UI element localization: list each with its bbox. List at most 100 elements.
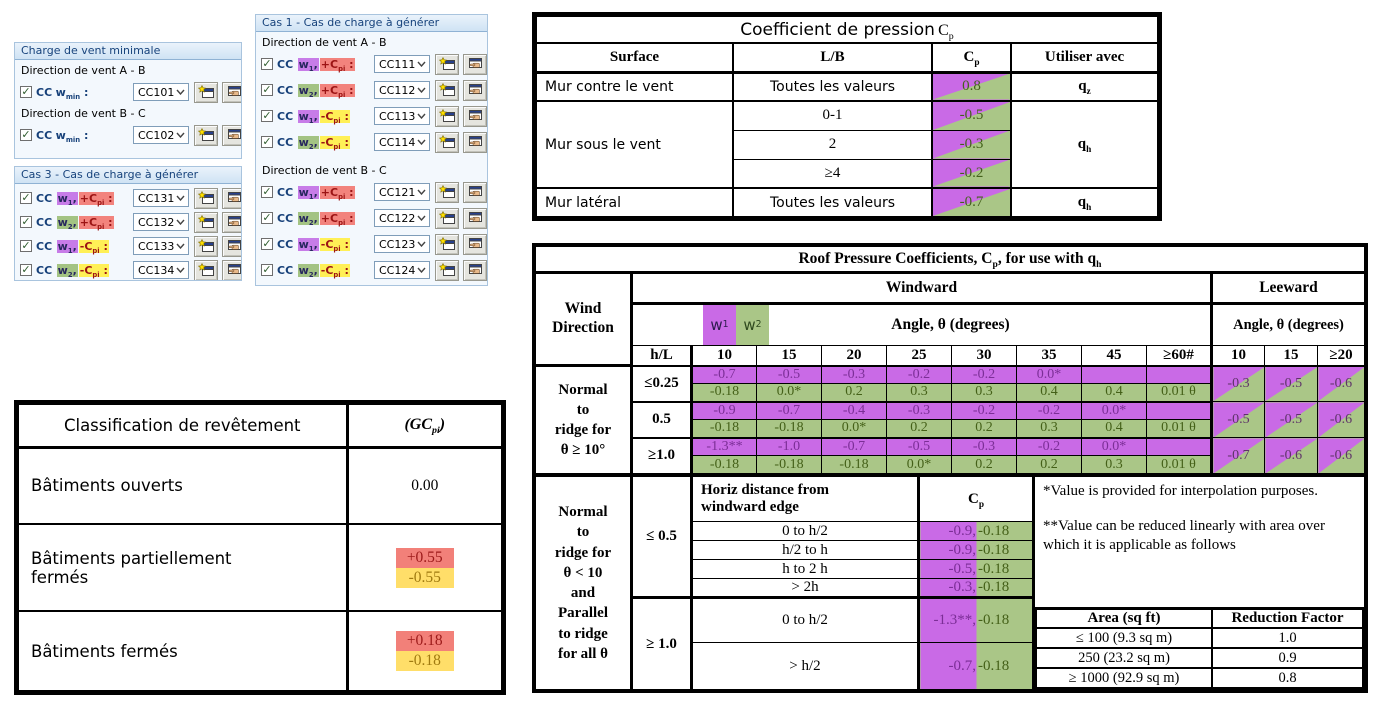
new-load-case-button[interactable] (435, 207, 459, 229)
edit-load-case-button[interactable] (463, 79, 487, 101)
edit-load-case-button[interactable] (463, 259, 487, 281)
lb-header: L/B (732, 42, 933, 74)
new-load-case-button[interactable] (435, 233, 459, 255)
load-case-checkbox[interactable]: ✓ (20, 239, 32, 252)
edit-load-case-button[interactable] (222, 235, 241, 257)
edit-load-case-button[interactable] (463, 105, 487, 127)
new-load-case-button[interactable] (194, 124, 218, 146)
load-case-checkbox[interactable]: ✓ (261, 185, 273, 198)
wind-direction-label: Direction de vent B - C (21, 107, 146, 120)
load-case-label: CC w2, -Cpi : (277, 263, 350, 279)
gcpi-value-cell: +0.18 -0.18 (346, 610, 503, 692)
edit-load-case-button[interactable] (463, 53, 487, 75)
load-case-checkbox[interactable]: ✓ (261, 237, 273, 250)
classification-header: Classification de revêtement (17, 403, 348, 449)
edit-load-case-button[interactable] (222, 81, 241, 103)
cp-value-cell: -1.3**, -0.18 (918, 596, 1035, 643)
edit-load-case-button[interactable] (463, 131, 487, 153)
leeward-coefficient-cell: -0.7 (1210, 437, 1265, 474)
wind-direction-label: Direction de vent A - B (21, 64, 146, 77)
angle-tick: 15 (1264, 345, 1318, 367)
plus-chip: +Cpi : (78, 215, 114, 231)
new-load-case-button[interactable] (435, 181, 459, 203)
leeward-coefficient-cell: -0.3 (1210, 365, 1265, 402)
new-load-case-button[interactable] (435, 105, 459, 127)
panel-title: Cas 3 - Cas de charge à générer (15, 167, 241, 184)
new-load-case-button[interactable] (194, 187, 218, 209)
angle-tick: 15 (756, 345, 822, 367)
new-load-case-button[interactable] (435, 79, 459, 101)
load-case-checkbox[interactable]: ✓ (20, 263, 32, 276)
angle-tick: 35 (1016, 345, 1082, 367)
footnotes: *Value is provided for interpolation pur… (1035, 477, 1364, 554)
load-case-combobox[interactable]: CC123 (374, 235, 430, 253)
load-case-checkbox[interactable]: ✓ (261, 109, 273, 122)
w2-chip: w2, (297, 83, 319, 99)
load-case-combobox[interactable]: CC134 (133, 261, 189, 279)
new-load-case-button[interactable] (435, 131, 459, 153)
load-case-number: CC102 (138, 128, 175, 142)
load-case-checkbox[interactable]: ✓ (261, 135, 273, 148)
w2-coefficient-cell: 0.4 (1016, 383, 1082, 402)
load-case-combobox[interactable]: CC121 (374, 183, 430, 201)
angle-tick: 10 (1210, 345, 1265, 367)
load-case-checkbox[interactable]: ✓ (20, 128, 32, 141)
load-case-combobox[interactable]: CC124 (374, 261, 430, 279)
panel-title: Charge de vent minimale (15, 43, 241, 60)
chevron-down-icon (176, 243, 185, 249)
load-case-combobox[interactable]: CC122 (374, 209, 430, 227)
load-case-combobox[interactable]: CC111 (374, 55, 430, 73)
new-load-case-button[interactable] (194, 235, 218, 257)
edit-load-case-button[interactable] (222, 211, 241, 233)
edit-load-case-button[interactable] (222, 187, 241, 209)
reduction-factor-cell: 0.9 (1211, 647, 1364, 669)
load-case-checkbox[interactable]: ✓ (20, 215, 32, 228)
load-case-checkbox[interactable]: ✓ (261, 211, 273, 224)
load-case-checkbox[interactable]: ✓ (20, 191, 32, 204)
new-load-case-button[interactable] (435, 259, 459, 281)
section-label: Normal to ridge for θ < 10 and Parallel to rid… (535, 475, 633, 690)
edit-hand-icon (227, 85, 241, 96)
edit-hand-icon (468, 263, 482, 274)
edit-load-case-button[interactable] (222, 124, 241, 146)
positive-gcpi-badge: +0.18 (395, 631, 454, 651)
load-case-checkbox[interactable]: ✓ (261, 83, 273, 96)
roof-table-title: Roof Pressure Coefficients, Cp, for use … (535, 246, 1365, 274)
w1-coefficient-cell: 0.0* (1081, 400, 1147, 420)
new-load-case-button[interactable] (194, 211, 218, 233)
w1-coefficient-cell: -0.9 (690, 400, 757, 420)
edit-hand-icon (227, 263, 241, 274)
load-case-label: CC w1, -Cpi : (36, 239, 109, 255)
w1-coefficient-cell: -0.3 (821, 365, 887, 384)
load-case-combobox[interactable]: CC131 (133, 189, 189, 207)
load-case-combobox[interactable]: CC132 (133, 213, 189, 231)
load-case-combobox[interactable]: CC112 (374, 81, 430, 99)
edit-load-case-button[interactable] (463, 233, 487, 255)
load-case-checkbox[interactable]: ✓ (261, 57, 273, 70)
load-case-combobox[interactable]: CC113 (374, 107, 430, 125)
cp-table-title: Coefficient de pression Cp (535, 15, 1159, 44)
load-case-checkbox[interactable]: ✓ (261, 263, 273, 276)
load-case-combobox[interactable]: CC114 (374, 133, 430, 151)
leeward-angle-header: Angle, θ (degrees) (1210, 303, 1365, 346)
edit-load-case-button[interactable] (463, 207, 487, 229)
new-load-case-button[interactable] (435, 53, 459, 75)
cp-value-cell: -0.9, -0.18 (918, 540, 1035, 560)
load-case-checkbox[interactable]: ✓ (20, 85, 32, 98)
load-case-row: ✓ CC w2, +Cpi : CC132 (20, 210, 241, 234)
new-load-case-button[interactable] (194, 81, 218, 103)
w1-coefficient-cell: -0.5 (756, 365, 822, 384)
angle-tick: 20 (821, 345, 887, 367)
new-load-case-button[interactable] (194, 259, 218, 280)
load-case-combobox[interactable]: CC133 (133, 237, 189, 255)
edit-load-case-button[interactable] (222, 259, 241, 280)
plus-chip: +Cpi : (319, 185, 355, 201)
w1-chip: w1, (297, 185, 319, 201)
hl-cell: ≤ 0.5 (631, 475, 693, 598)
edit-hand-icon (468, 185, 482, 196)
edit-load-case-button[interactable] (463, 181, 487, 203)
load-case-combobox[interactable]: CC102 (133, 126, 189, 144)
load-case-combobox[interactable]: CC101 (133, 83, 189, 101)
